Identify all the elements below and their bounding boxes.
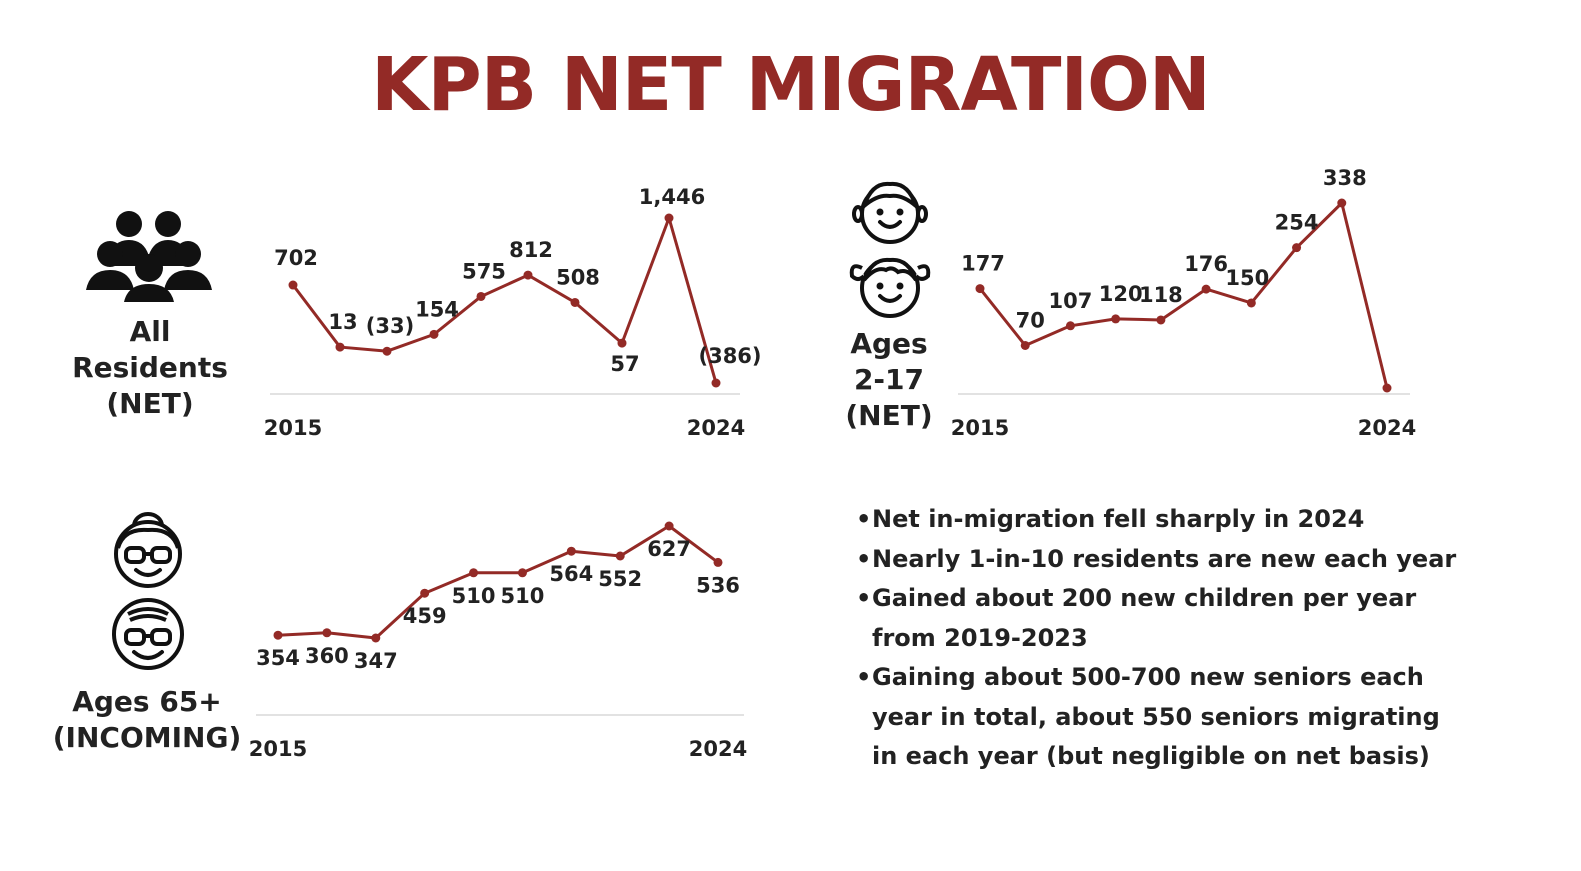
data-point bbox=[273, 630, 283, 640]
data-label: 564 bbox=[549, 562, 593, 586]
data-label: 354 bbox=[256, 646, 300, 670]
data-point bbox=[617, 338, 627, 348]
data-label: 118 bbox=[1139, 283, 1183, 307]
data-point bbox=[1292, 243, 1302, 253]
ages-65-label: Ages 65+ (INCOMING) bbox=[52, 685, 242, 754]
data-label: 510 bbox=[501, 584, 545, 608]
list-item: • Gaining about 500-700 new seniors each … bbox=[856, 663, 1440, 770]
data-point bbox=[420, 588, 430, 598]
data-label: 459 bbox=[403, 604, 447, 628]
data-label: 510 bbox=[452, 584, 496, 608]
girl-face-icon bbox=[849, 257, 931, 318]
key-findings-list: • Net in-migration fell sharply in 2024 •… bbox=[856, 500, 1556, 777]
data-point bbox=[713, 557, 723, 567]
data-point bbox=[615, 551, 625, 561]
data-label: 552 bbox=[598, 567, 642, 591]
grandfather-face-icon bbox=[112, 598, 184, 670]
grandmother-face-icon bbox=[114, 512, 182, 588]
data-point bbox=[1201, 284, 1211, 294]
data-point bbox=[1156, 315, 1166, 325]
data-point bbox=[1246, 298, 1256, 308]
boy-face-icon bbox=[852, 181, 928, 244]
data-point bbox=[288, 280, 298, 290]
x-tick-label: 2015 bbox=[249, 737, 307, 761]
data-label: 508 bbox=[556, 265, 600, 289]
data-point bbox=[371, 633, 381, 643]
data-label: 150 bbox=[1225, 266, 1269, 290]
page-title: KPB NET MIGRATION bbox=[371, 42, 1211, 128]
x-tick-label: 2024 bbox=[689, 737, 747, 761]
group-of-people-icon bbox=[86, 211, 212, 302]
data-point bbox=[975, 284, 985, 294]
data-point bbox=[429, 329, 439, 339]
data-label: 107 bbox=[1049, 289, 1093, 313]
series-line bbox=[978, 201, 1389, 389]
data-point bbox=[1382, 383, 1392, 393]
x-tick-label: 2015 bbox=[951, 416, 1009, 440]
list-item: • Gained about 200 new children per year … bbox=[856, 584, 1417, 652]
data-label: 812 bbox=[509, 238, 553, 262]
data-label: 177 bbox=[961, 252, 1005, 276]
data-point bbox=[469, 568, 479, 578]
data-label: 176 bbox=[1184, 252, 1228, 276]
data-label: 360 bbox=[305, 644, 349, 668]
list-item: • Net in-migration fell sharply in 2024 bbox=[856, 505, 1365, 533]
data-label: (33) bbox=[366, 314, 414, 338]
data-label: 120 bbox=[1099, 282, 1143, 306]
data-point bbox=[664, 213, 674, 223]
data-label: 536 bbox=[696, 573, 740, 597]
data-point bbox=[382, 346, 392, 356]
data-label: 627 bbox=[647, 537, 691, 561]
data-point bbox=[1337, 198, 1347, 208]
data-label: 254 bbox=[1275, 211, 1319, 235]
data-point bbox=[476, 291, 486, 301]
x-tick-label: 2024 bbox=[687, 416, 745, 440]
data-label: 575 bbox=[462, 259, 506, 283]
data-label: 154 bbox=[415, 297, 459, 321]
data-point bbox=[517, 568, 527, 578]
data-point bbox=[1020, 340, 1030, 350]
data-point bbox=[664, 521, 674, 531]
data-label: 13 bbox=[328, 310, 357, 334]
data-point bbox=[523, 270, 533, 280]
all-residents-label: All Residents (NET) bbox=[72, 315, 228, 420]
data-point bbox=[335, 342, 345, 352]
list-item: • Nearly 1-in-10 residents are new each y… bbox=[856, 544, 1457, 573]
data-point bbox=[322, 628, 332, 638]
x-tick-label: 2024 bbox=[1358, 416, 1416, 440]
data-label: (386) bbox=[698, 344, 761, 368]
x-tick-label: 2015 bbox=[264, 416, 322, 440]
data-point bbox=[1111, 314, 1121, 324]
data-point bbox=[566, 546, 576, 556]
data-label: 70 bbox=[1016, 308, 1045, 332]
ages-2-17-label: Ages 2-17 (NET) bbox=[845, 327, 933, 432]
data-label: 702 bbox=[274, 246, 318, 270]
series-line bbox=[291, 216, 718, 384]
data-point bbox=[711, 378, 721, 388]
data-point bbox=[570, 297, 580, 307]
data-label: 347 bbox=[354, 649, 398, 673]
data-label: 338 bbox=[1323, 166, 1367, 190]
data-label: 57 bbox=[610, 352, 639, 376]
series-line bbox=[277, 524, 719, 640]
data-label: 1,446 bbox=[639, 185, 705, 209]
data-point bbox=[1065, 321, 1075, 331]
